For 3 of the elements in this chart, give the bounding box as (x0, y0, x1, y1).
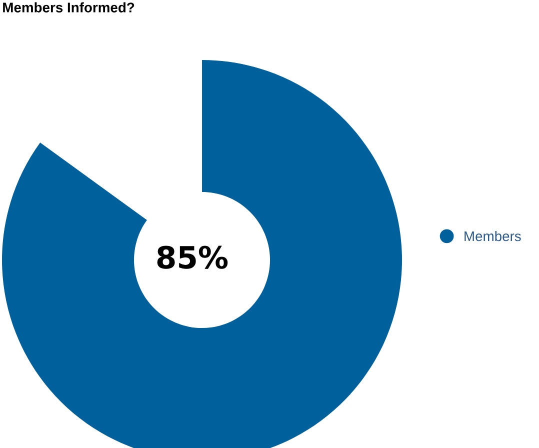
text: 85% (157, 246, 228, 269)
chart-title: Members Informed? (3, 2, 134, 12)
legend-label: Members (464, 230, 521, 242)
